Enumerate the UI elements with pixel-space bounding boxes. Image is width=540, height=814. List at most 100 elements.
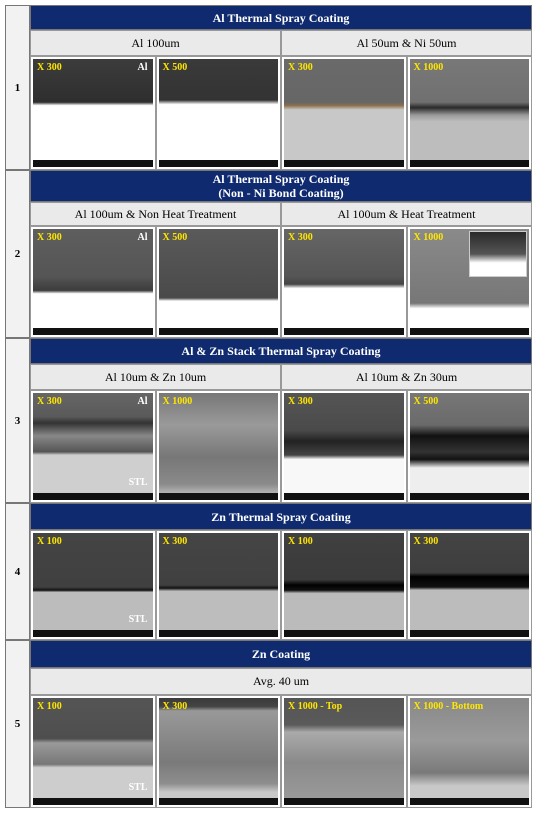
magnification: X 300 xyxy=(162,536,188,547)
image-cell: X 300 xyxy=(281,390,407,503)
sem-image: X 500 xyxy=(158,59,278,167)
substrate-label: STL xyxy=(128,477,148,488)
group-label: Al 10um & Zn 10um xyxy=(30,364,281,390)
substrate-label: STL xyxy=(128,144,148,155)
scale-bar xyxy=(33,328,153,335)
section-title: Al & Zn Stack Thermal Spray Coating xyxy=(181,344,381,358)
sem-image: X 300 xyxy=(284,59,404,167)
sem-image: X 100 STL xyxy=(33,533,153,637)
section-title: Al Thermal Spray Coating xyxy=(212,10,350,25)
sem-image: X 500 xyxy=(158,229,278,335)
sem-image: X 100 xyxy=(284,533,404,637)
magnification: X 300 xyxy=(37,62,62,73)
layer-label: Al xyxy=(137,62,148,73)
group-label: Al 50um & Ni 50um xyxy=(281,30,532,56)
image-cell: X 100 STL xyxy=(30,530,156,640)
image-cell: X 100 STL xyxy=(30,695,156,808)
image-cell: X 300 xyxy=(155,530,281,640)
inset-image xyxy=(469,231,527,277)
section-title: Zn Thermal Spray Coating xyxy=(211,509,351,524)
image-cell: X 500 xyxy=(406,390,532,503)
magnification: X 100 xyxy=(288,536,313,547)
scale-bar xyxy=(284,160,404,167)
substrate-label: STL xyxy=(128,614,148,625)
sem-image: X 300 Al STL xyxy=(33,59,153,167)
section-subtitle: (Non - Ni Bond Coating) xyxy=(218,186,344,200)
scale-bar xyxy=(284,630,404,637)
magnification: X 300 xyxy=(162,701,188,712)
section-header: Zn Thermal Spray Coating xyxy=(30,503,532,530)
sem-image: X 300 Al STL xyxy=(33,229,153,335)
scale-bar xyxy=(409,160,529,167)
magnification: X 500 xyxy=(413,396,439,407)
group-label: Al 100um & Heat Treatment xyxy=(281,202,532,226)
group-label: Al 10um & Zn 30um xyxy=(281,364,532,390)
sem-image: X 500 xyxy=(409,393,529,500)
section-header: Al Thermal Spray Coating xyxy=(30,5,532,30)
section-title: Al Thermal Spray Coating xyxy=(212,172,350,186)
section-title: Zn Coating xyxy=(251,647,311,661)
image-cell: X 1000 xyxy=(406,56,532,170)
magnification: X 300 xyxy=(37,396,62,407)
magnification: X 500 xyxy=(162,62,188,73)
scale-bar xyxy=(409,328,529,335)
group-label: Avg. 40 um xyxy=(30,668,532,695)
section-header: Al & Zn Stack Thermal Spray Coating xyxy=(30,338,532,364)
image-cell: X 1000 xyxy=(155,390,281,503)
image-cell: X 300 Al STL xyxy=(30,56,156,170)
sem-image: X 300 xyxy=(284,393,404,500)
scale-bar xyxy=(284,493,404,500)
section-header: Al Thermal Spray Coating (Non - Ni Bond C… xyxy=(30,170,532,202)
sem-image: X 1000 xyxy=(409,229,529,335)
image-cell: X 100 xyxy=(281,530,407,640)
image-cell: X 300 Al STL xyxy=(30,226,156,338)
row-number: 2 xyxy=(5,170,30,338)
group-label: Al 100um & Non Heat Treatment xyxy=(30,202,281,226)
substrate-label: STL xyxy=(128,782,148,793)
scale-bar xyxy=(33,493,153,500)
magnification: X 1000 - Bottom xyxy=(413,701,484,712)
magnification: X 100 xyxy=(37,536,62,547)
scale-bar xyxy=(158,493,278,500)
sem-image: X 300 xyxy=(284,229,404,335)
magnification: X 300 xyxy=(413,536,439,547)
sem-image: X 300 xyxy=(158,533,278,637)
magnification: X 300 xyxy=(37,232,62,243)
magnification: X 100 xyxy=(37,701,62,712)
group-label: Al 100um xyxy=(30,30,281,56)
image-cell: X 300 xyxy=(155,695,281,808)
image-cell: X 300 Al STL xyxy=(30,390,156,503)
scale-bar xyxy=(284,328,404,335)
row-number: 3 xyxy=(5,338,30,503)
sem-image: X 100 STL xyxy=(33,698,153,805)
scale-bar xyxy=(158,798,278,805)
scale-bar xyxy=(33,160,153,167)
magnification: X 300 xyxy=(288,62,313,73)
sem-image: X 300 xyxy=(409,533,529,637)
row-number: 1 xyxy=(5,5,30,170)
image-cell: X 300 xyxy=(406,530,532,640)
magnification: X 500 xyxy=(162,232,188,243)
sem-image: X 300 xyxy=(158,698,278,805)
sem-image: X 1000 xyxy=(409,59,529,167)
scale-bar xyxy=(33,798,153,805)
layer-label: Al xyxy=(137,396,148,407)
magnification: X 1000 xyxy=(413,62,444,73)
substrate-label: STL xyxy=(128,312,148,323)
image-cell: X 500 xyxy=(155,56,281,170)
sem-image: X 300 Al STL xyxy=(33,393,153,500)
scale-bar xyxy=(409,630,529,637)
image-cell: X 1000 xyxy=(406,226,532,338)
scale-bar xyxy=(158,328,278,335)
section-header: Zn Coating xyxy=(30,640,532,668)
sem-image: X 1000 - Bottom xyxy=(409,698,529,805)
magnification: X 300 xyxy=(288,232,313,243)
sem-image: X 1000 xyxy=(158,393,278,500)
row-number: 4 xyxy=(5,503,30,640)
magnification: X 1000 xyxy=(162,396,193,407)
magnification: X 300 xyxy=(288,396,313,407)
sem-image: X 1000 - Top xyxy=(284,698,404,805)
scale-bar xyxy=(33,630,153,637)
image-cell: X 500 xyxy=(155,226,281,338)
